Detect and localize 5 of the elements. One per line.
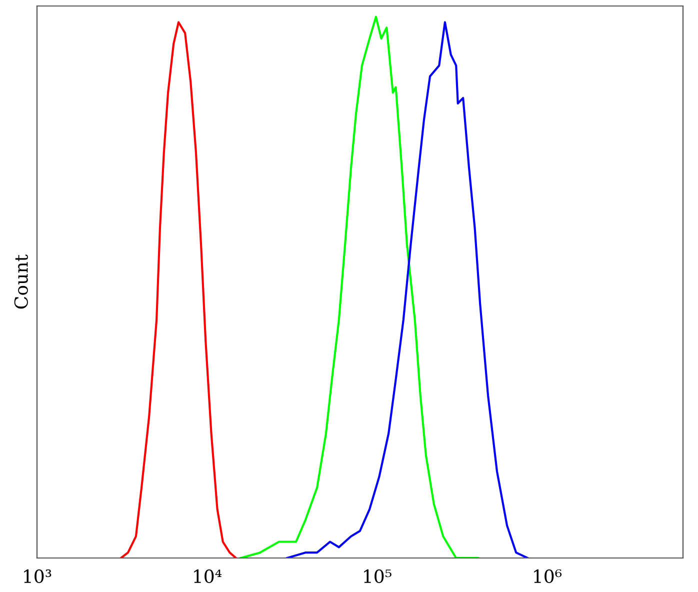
x-tick-label: 10⁴ [194, 569, 222, 584]
y-axis-title: Count [14, 254, 28, 309]
x-tick-label: 10⁶ [534, 569, 562, 584]
x-tick-label: 10³ [24, 569, 52, 584]
x-tick-label: 10⁵ [364, 569, 392, 584]
